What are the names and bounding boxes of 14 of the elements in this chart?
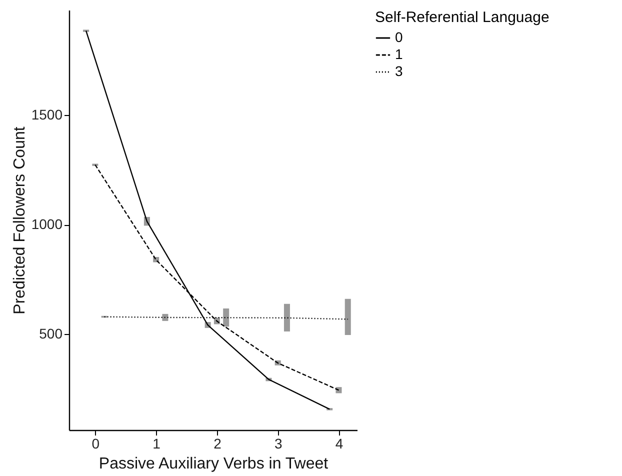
legend-title: Self-Referential Language (375, 9, 550, 26)
y-tick-label: 500 (39, 326, 63, 342)
x-tick-label: 0 (92, 436, 100, 452)
x-tick-label: 1 (152, 436, 161, 452)
y-axis-title: Predicted Followers Count (11, 126, 28, 314)
y-tick-label: 1000 (31, 216, 63, 232)
legend-label: 0 (395, 29, 403, 45)
legend-label: 3 (395, 63, 403, 79)
x-tick-label: 4 (335, 436, 344, 452)
x-tick-label: 3 (274, 436, 282, 452)
x-axis-title: Passive Auxiliary Verbs in Tweet (98, 456, 329, 472)
legend-label: 1 (395, 46, 403, 62)
y-tick-label: 1500 (31, 106, 63, 123)
x-tick-label: 2 (214, 436, 222, 452)
